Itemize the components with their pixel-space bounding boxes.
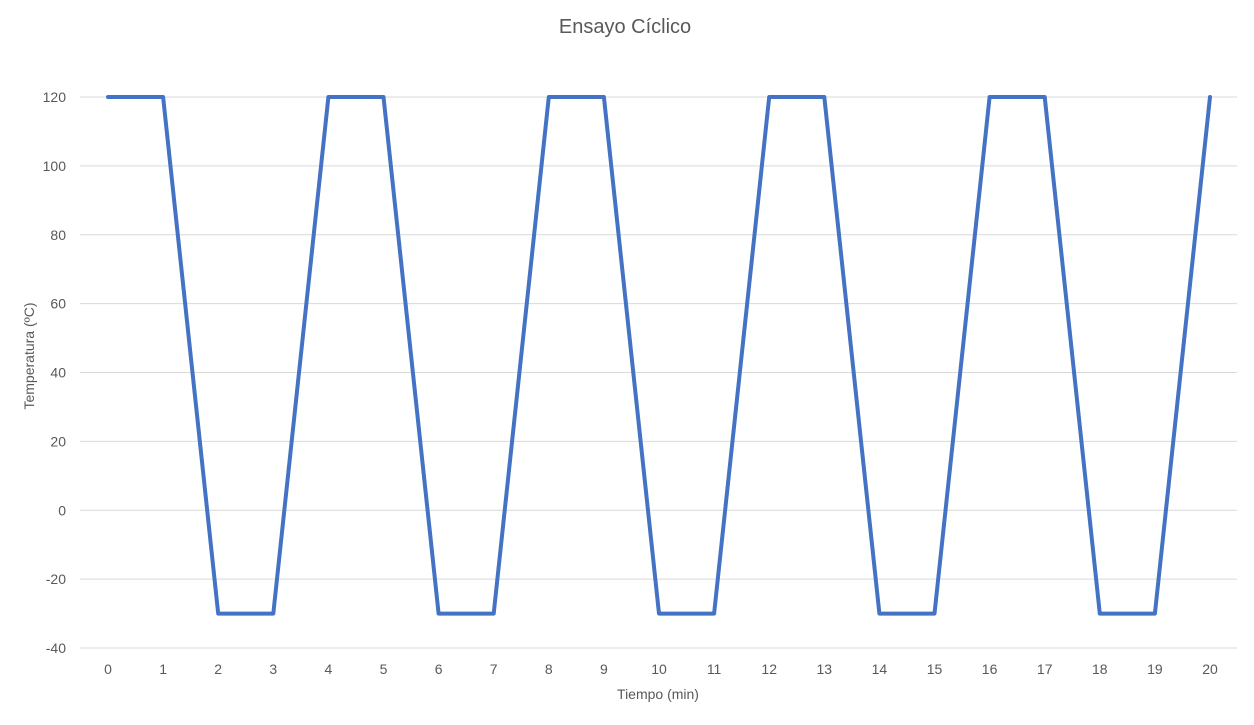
x-tick-label: 16 (982, 661, 998, 677)
y-tick-label: 60 (50, 296, 66, 312)
x-tick-label: 10 (651, 661, 667, 677)
y-tick-label: 80 (50, 227, 66, 243)
x-tick-label: 1 (159, 661, 167, 677)
x-tick-label: 7 (490, 661, 498, 677)
x-tick-label: 12 (761, 661, 777, 677)
y-tick-label: -40 (46, 640, 66, 656)
gridlines (80, 96, 1237, 649)
x-tick-label: 8 (545, 661, 553, 677)
series-layer (106, 95, 1212, 616)
x-tick-label: 6 (435, 661, 443, 677)
x-axis-title: Tiempo (min) (617, 686, 699, 702)
y-tick-label: 100 (43, 158, 67, 174)
x-tick-label: 11 (707, 661, 722, 677)
x-tick-label: 5 (380, 661, 388, 677)
y-tick-label: 0 (58, 502, 66, 518)
y-tick-label: 120 (43, 89, 67, 105)
x-tick-label: 20 (1202, 661, 1218, 677)
chart-title: Ensayo Cíclico (559, 16, 691, 38)
x-tick-label: 0 (104, 661, 112, 677)
x-tick-label: 18 (1092, 661, 1108, 677)
y-tick-label: 20 (50, 433, 66, 449)
y-axis-title: Temperatura (ºC) (21, 302, 37, 409)
x-tick-label: 17 (1037, 661, 1053, 677)
x-tick-label: 2 (214, 661, 222, 677)
y-tick-label: -20 (46, 571, 66, 587)
x-tick-label: 3 (269, 661, 277, 677)
x-tick-label: 14 (872, 661, 888, 677)
series-line (106, 95, 1212, 616)
y-axis-tick-labels: -40 -20 0 20 40 60 80 100 120 (43, 89, 67, 656)
x-axis-tick-labels: 0 1 2 3 4 5 6 7 8 9 10 11 12 13 14 15 16 17 18 19 20 (104, 661, 1218, 677)
x-tick-label: 13 (817, 661, 833, 677)
x-tick-label: 15 (927, 661, 943, 677)
x-tick-label: 19 (1147, 661, 1163, 677)
y-tick-label: 40 (50, 365, 66, 381)
x-tick-label: 4 (325, 661, 333, 677)
x-tick-label: 9 (600, 661, 608, 677)
